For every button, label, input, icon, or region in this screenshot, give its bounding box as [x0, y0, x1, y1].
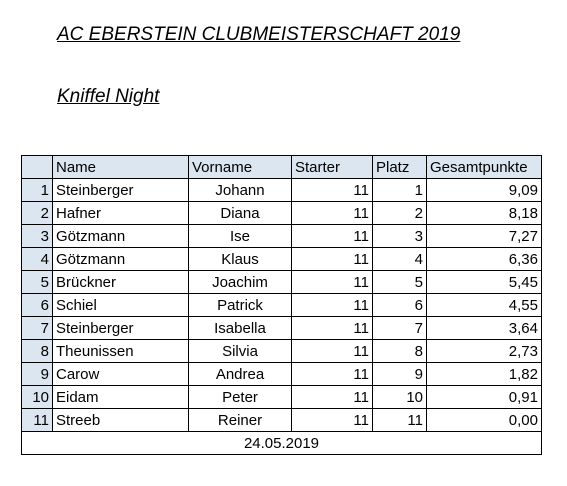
cell: Steinberger [52, 316, 189, 340]
table-row: 7 Steinberger Isabella 11 7 3,64 [21, 316, 542, 340]
header-cell [21, 155, 53, 179]
cell: 11 [291, 385, 373, 409]
cell: 10 [372, 385, 427, 409]
cell: 3 [372, 224, 427, 248]
cell: Diana [188, 201, 292, 225]
table-row: 6 Schiel Patrick 11 6 4,55 [21, 293, 542, 317]
cell: Johann [188, 178, 292, 202]
row-number: 9 [21, 362, 53, 386]
cell: 4 [372, 247, 427, 271]
cell: 8 [372, 339, 427, 363]
table-body: Name Vorname Starter Platz Gesamtpunkte 1 Stei… [21, 155, 542, 455]
row-number: 10 [21, 385, 53, 409]
cell: 3,64 [426, 316, 542, 340]
header-cell: Platz [372, 155, 427, 179]
cell: 11 [291, 362, 373, 386]
cell: 11 [291, 408, 373, 432]
cell: 5,45 [426, 270, 542, 294]
cell: 2,73 [426, 339, 542, 363]
cell: 11 [372, 408, 427, 432]
cell: Carow [52, 362, 189, 386]
cell: 0,00 [426, 408, 542, 432]
cell: 11 [291, 293, 373, 317]
row-number: 1 [21, 178, 53, 202]
cell: 8,18 [426, 201, 542, 225]
cell: Silvia [188, 339, 292, 363]
cell: 9 [372, 362, 427, 386]
cell: 11 [291, 178, 373, 202]
table-row: 8 Theunissen Silvia 11 8 2,73 [21, 339, 542, 363]
cell: 5 [372, 270, 427, 294]
cell: 2 [372, 201, 427, 225]
cell: 7,27 [426, 224, 542, 248]
header-cell: Name [52, 155, 189, 179]
cell: 11 [291, 270, 373, 294]
cell: 7 [372, 316, 427, 340]
cell: 6 [372, 293, 427, 317]
cell: Klaus [188, 247, 292, 271]
cell: Hafner [52, 201, 189, 225]
footer-date: 24.05.2019 [21, 431, 542, 455]
cell: Götzmann [52, 247, 189, 271]
cell: Peter [188, 385, 292, 409]
cell: Schiel [52, 293, 189, 317]
cell: Reiner [188, 408, 292, 432]
table-row: 10 Eidam Peter 11 10 0,91 [21, 385, 542, 409]
table-row: 5 Brückner Joachim 11 5 5,45 [21, 270, 542, 294]
cell: Streeb [52, 408, 189, 432]
cell: Eidam [52, 385, 189, 409]
cell: 1,82 [426, 362, 542, 386]
cell: Brückner [52, 270, 189, 294]
results-table: Name Vorname Starter Platz Gesamtpunkte 1 Stei… [21, 155, 542, 455]
cell: Joachim [188, 270, 292, 294]
table-row: 9 Carow Andrea 11 9 1,82 [21, 362, 542, 386]
header-cell: Vorname [188, 155, 292, 179]
row-number: 5 [21, 270, 53, 294]
row-number: 2 [21, 201, 53, 225]
cell: Götzmann [52, 224, 189, 248]
header-cell: Gesamtpunkte [426, 155, 542, 179]
footer-row: 24.05.2019 [21, 431, 542, 455]
table-row: 1 Steinberger Johann 11 1 9,09 [21, 178, 542, 202]
cell: 11 [291, 247, 373, 271]
cell: Andrea [188, 362, 292, 386]
cell: 11 [291, 201, 373, 225]
row-number: 6 [21, 293, 53, 317]
table-row: 4 Götzmann Klaus 11 4 6,36 [21, 247, 542, 271]
cell: Theunissen [52, 339, 189, 363]
header-row: Name Vorname Starter Platz Gesamtpunkte [21, 155, 542, 179]
row-number: 7 [21, 316, 53, 340]
row-number: 4 [21, 247, 53, 271]
cell: 11 [291, 339, 373, 363]
table-row: 3 Götzmann Ise 11 3 7,27 [21, 224, 542, 248]
cell: 0,91 [426, 385, 542, 409]
table-row: 11 Streeb Reiner 11 11 0,00 [21, 408, 542, 432]
title: AC EBERSTEIN CLUBMEISTERSCHAFT 2019 [57, 24, 461, 45]
row-number: 11 [21, 408, 53, 432]
cell: 9,09 [426, 178, 542, 202]
subtitle: Kniffel Night [57, 86, 160, 107]
header-cell: Starter [291, 155, 373, 179]
cell: Ise [188, 224, 292, 248]
table-row: 2 Hafner Diana 11 2 8,18 [21, 201, 542, 225]
cell: Isabella [188, 316, 292, 340]
cell: 11 [291, 316, 373, 340]
cell: Steinberger [52, 178, 189, 202]
cell: 4,55 [426, 293, 542, 317]
cell: 6,36 [426, 247, 542, 271]
row-number: 3 [21, 224, 53, 248]
cell: 1 [372, 178, 427, 202]
row-number: 8 [21, 339, 53, 363]
cell: 11 [291, 224, 373, 248]
cell: Patrick [188, 293, 292, 317]
